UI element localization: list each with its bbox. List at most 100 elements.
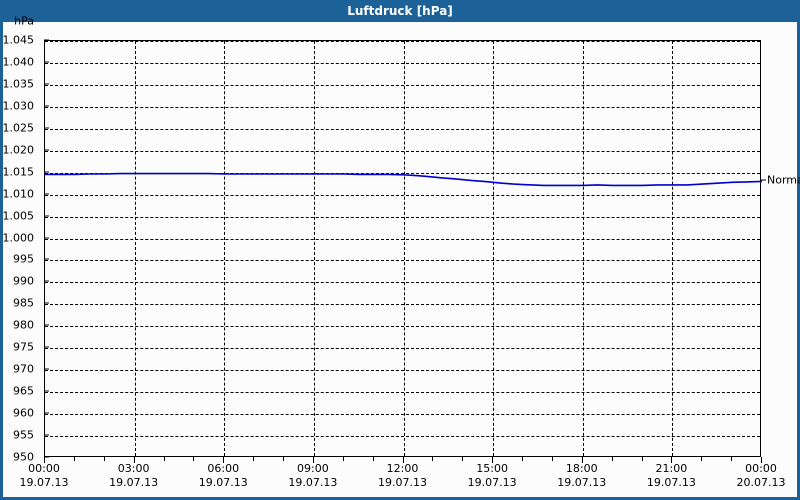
x-axis-tick-label: 00:00 20.07.13	[737, 462, 786, 490]
x-axis-minor-tick-mark	[462, 457, 464, 461]
x-axis-tick-label: 18:00 19.07.13	[557, 462, 606, 490]
x-axis-minor-tick-mark	[103, 457, 105, 461]
window-title-bar: Luftdruck [hPa]	[0, 0, 800, 22]
x-axis-minor-tick-mark	[522, 457, 523, 461]
y-axis-tick-mark	[44, 127, 49, 129]
x-axis-tick-time: 09:00	[297, 462, 329, 475]
x-axis-minor-tick-mark	[193, 457, 195, 461]
gridline-vertical	[672, 41, 674, 456]
x-axis-tick-date: 19.07.13	[557, 476, 607, 489]
gridline-horizontal	[45, 216, 760, 218]
y-axis-tick-mark	[44, 390, 49, 392]
y-axis-tick-label: 950	[13, 450, 34, 464]
gridline-horizontal	[45, 282, 760, 284]
y-axis-tick-mark	[44, 149, 49, 151]
gridline-horizontal	[45, 128, 760, 130]
x-axis-minor-tick-mark	[641, 457, 643, 461]
x-axis-tick-date: 19.07.13	[378, 476, 427, 489]
x-axis-tick-label: 00:00 19.07.13	[20, 462, 69, 490]
x-axis-tick-date: 19.07.13	[288, 476, 338, 489]
page-title: Luftdruck [hPa]	[347, 4, 453, 18]
gridline-horizontal	[45, 150, 760, 152]
x-axis-tick-time: 00:00	[28, 462, 60, 475]
x-axis-minor-tick-mark	[253, 457, 255, 461]
x-axis-tick-time: 00:00	[745, 462, 777, 475]
y-axis-tick-label: 1.030	[2, 99, 35, 113]
y-axis-tick-label: 1.000	[2, 231, 35, 245]
y-axis-tick-label: 1.025	[2, 121, 35, 135]
gridline-vertical	[493, 41, 495, 456]
x-axis-tick-time: 21:00	[655, 462, 688, 475]
y-axis-tick-mark	[44, 193, 49, 195]
gridline-horizontal	[45, 84, 760, 86]
x-axis-tick-label: 03:00 19.07.13	[109, 462, 158, 490]
y-axis-tick-mark	[44, 105, 49, 107]
y-axis-tick-label: 970	[13, 362, 34, 376]
y-axis-tick-label: 1.035	[2, 77, 35, 91]
x-axis-minor-tick-mark	[731, 457, 733, 461]
x-axis-tick-date: 19.07.13	[109, 476, 159, 489]
series-path	[45, 172, 762, 187]
x-axis-tick-time: 12:00	[386, 462, 419, 475]
y-axis-tick-mark	[44, 324, 49, 326]
gridline-horizontal	[45, 304, 760, 306]
gridline-horizontal	[45, 260, 760, 262]
x-axis-tick-mark	[44, 457, 45, 463]
y-axis-tick-mark	[44, 368, 49, 370]
data-series-line	[45, 172, 762, 187]
x-axis-minor-tick-mark	[372, 457, 374, 461]
gridline-horizontal	[45, 370, 760, 372]
x-axis-tick-label: 12:00 19.07.13	[378, 462, 427, 490]
gridline-horizontal	[45, 238, 760, 240]
gridline-horizontal	[45, 348, 760, 350]
x-axis-tick-label: 06:00 19.07.13	[199, 462, 248, 490]
y-axis-tick-label: 1.045	[2, 33, 35, 47]
x-axis-tick-time: 18:00	[565, 462, 598, 475]
chart-canvas: hPa 1.045 1.040 1.035 1.030 1.025 1.020 1.015 1…	[2, 15, 800, 497]
gridline-vertical	[582, 41, 584, 456]
y-axis-tick-mark	[44, 258, 49, 260]
y-axis-tick-mark	[44, 346, 49, 348]
x-axis-tick-mark	[492, 457, 494, 463]
y-axis-tick-label: 985	[13, 296, 34, 310]
x-axis-tick-time: 15:00	[476, 462, 508, 475]
y-axis-tick-label: 990	[13, 274, 34, 288]
y-axis-unit-label: hPa	[14, 14, 34, 28]
x-axis-tick-date: 19.07.13	[467, 476, 517, 489]
y-axis-tick-label: 1.015	[2, 165, 35, 179]
gridline-horizontal	[45, 172, 760, 174]
y-axis-tick-mark	[44, 83, 49, 85]
gridline-horizontal	[45, 62, 760, 64]
y-axis-tick-label: 975	[13, 340, 34, 354]
x-axis-minor-tick-mark	[163, 457, 165, 461]
y-axis-tick-mark	[44, 215, 49, 217]
y-axis-tick-mark	[44, 61, 49, 63]
y-axis-tick-label: 995	[13, 252, 34, 266]
gridline-horizontal	[45, 326, 760, 328]
x-axis-minor-tick-mark	[283, 457, 284, 461]
y-axis-tick-label: 1.005	[2, 209, 35, 223]
gridline-vertical	[313, 41, 315, 456]
x-axis-tick-time: 03:00	[117, 462, 150, 475]
y-axis-tick-mark	[44, 456, 49, 458]
normal-label: Normal	[767, 173, 800, 187]
x-axis-tick-date: 19.07.13	[646, 476, 696, 489]
x-axis-tick-label: 15:00 19.07.13	[468, 462, 517, 490]
gridline-vertical	[134, 41, 136, 456]
x-axis-tick-mark	[761, 457, 762, 463]
x-axis-tick-label: 21:00 19.07.13	[647, 462, 696, 490]
gridline-vertical	[403, 41, 405, 456]
y-axis-tick-mark	[44, 237, 49, 239]
gridline-horizontal	[45, 436, 760, 438]
x-axis-tick-label: 09:00 19.07.13	[288, 462, 337, 490]
y-axis-tick-label: 1.020	[2, 143, 35, 157]
gridline-vertical	[224, 41, 226, 456]
normal-tick-icon	[761, 179, 766, 181]
y-axis-tick-label: 980	[13, 318, 34, 332]
x-axis-tick-date: 19.07.13	[19, 476, 69, 489]
x-axis-tick-date: 19.07.13	[198, 476, 248, 489]
x-axis-tick-time: 06:00	[207, 462, 240, 475]
plot-area	[44, 40, 762, 457]
x-axis-tick-mark	[223, 457, 225, 463]
y-axis-tick-mark	[44, 39, 49, 41]
